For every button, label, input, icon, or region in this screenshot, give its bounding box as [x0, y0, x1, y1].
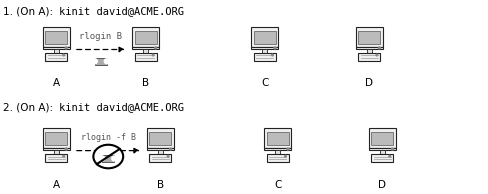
FancyBboxPatch shape: [142, 49, 148, 53]
FancyBboxPatch shape: [253, 53, 275, 61]
Circle shape: [92, 59, 97, 64]
Ellipse shape: [93, 145, 123, 168]
FancyBboxPatch shape: [251, 27, 278, 47]
Text: kinit david@ACME.ORG: kinit david@ACME.ORG: [59, 6, 183, 16]
FancyBboxPatch shape: [158, 150, 163, 154]
FancyBboxPatch shape: [147, 148, 174, 150]
Text: 2. (On A):: 2. (On A):: [3, 102, 53, 113]
Circle shape: [271, 54, 273, 56]
FancyBboxPatch shape: [275, 150, 280, 154]
FancyBboxPatch shape: [147, 128, 174, 148]
FancyBboxPatch shape: [264, 128, 291, 148]
FancyBboxPatch shape: [132, 47, 159, 49]
Text: A: A: [52, 78, 60, 88]
FancyBboxPatch shape: [262, 49, 267, 53]
FancyBboxPatch shape: [42, 27, 69, 47]
Text: rlogin B: rlogin B: [79, 32, 122, 41]
FancyBboxPatch shape: [53, 150, 59, 154]
FancyBboxPatch shape: [366, 49, 371, 53]
FancyBboxPatch shape: [42, 148, 69, 150]
FancyBboxPatch shape: [45, 31, 67, 44]
FancyBboxPatch shape: [253, 31, 275, 44]
FancyBboxPatch shape: [149, 132, 171, 145]
Circle shape: [100, 156, 104, 161]
FancyBboxPatch shape: [358, 31, 380, 44]
Circle shape: [284, 155, 285, 157]
Text: B: B: [157, 180, 163, 190]
FancyBboxPatch shape: [134, 53, 156, 61]
Circle shape: [388, 155, 390, 157]
FancyBboxPatch shape: [132, 27, 159, 47]
Circle shape: [375, 54, 377, 56]
FancyBboxPatch shape: [42, 128, 69, 148]
Text: C: C: [261, 78, 268, 88]
FancyBboxPatch shape: [102, 155, 114, 162]
Circle shape: [169, 148, 171, 150]
FancyBboxPatch shape: [45, 132, 67, 145]
Circle shape: [167, 155, 168, 157]
FancyBboxPatch shape: [95, 58, 106, 65]
Circle shape: [378, 47, 380, 49]
FancyBboxPatch shape: [266, 154, 288, 162]
FancyBboxPatch shape: [379, 150, 384, 154]
Circle shape: [112, 156, 117, 161]
FancyBboxPatch shape: [251, 47, 278, 49]
FancyBboxPatch shape: [134, 31, 156, 44]
FancyBboxPatch shape: [264, 148, 291, 150]
Circle shape: [104, 59, 109, 64]
Text: 1. (On A):: 1. (On A):: [3, 6, 53, 16]
FancyBboxPatch shape: [149, 154, 171, 162]
FancyBboxPatch shape: [358, 53, 380, 61]
FancyBboxPatch shape: [370, 132, 392, 145]
FancyBboxPatch shape: [266, 132, 288, 145]
Circle shape: [65, 148, 67, 150]
Text: kinit david@ACME.ORG: kinit david@ACME.ORG: [59, 102, 183, 113]
FancyBboxPatch shape: [370, 154, 392, 162]
Text: A: A: [52, 180, 60, 190]
Text: rlogin -f B: rlogin -f B: [81, 133, 136, 142]
Circle shape: [154, 47, 156, 49]
FancyBboxPatch shape: [368, 148, 395, 150]
Circle shape: [152, 54, 154, 56]
Text: D: D: [377, 180, 386, 190]
Text: C: C: [274, 180, 281, 190]
FancyBboxPatch shape: [368, 128, 395, 148]
Circle shape: [65, 47, 67, 49]
FancyBboxPatch shape: [45, 154, 67, 162]
Circle shape: [63, 155, 64, 157]
Text: B: B: [142, 78, 149, 88]
Circle shape: [286, 148, 288, 150]
Circle shape: [273, 47, 275, 49]
Circle shape: [390, 148, 392, 150]
FancyBboxPatch shape: [53, 49, 59, 53]
FancyBboxPatch shape: [355, 27, 382, 47]
FancyBboxPatch shape: [355, 47, 382, 49]
FancyBboxPatch shape: [42, 47, 69, 49]
Text: D: D: [365, 78, 372, 88]
FancyBboxPatch shape: [45, 53, 67, 61]
Circle shape: [63, 54, 64, 56]
